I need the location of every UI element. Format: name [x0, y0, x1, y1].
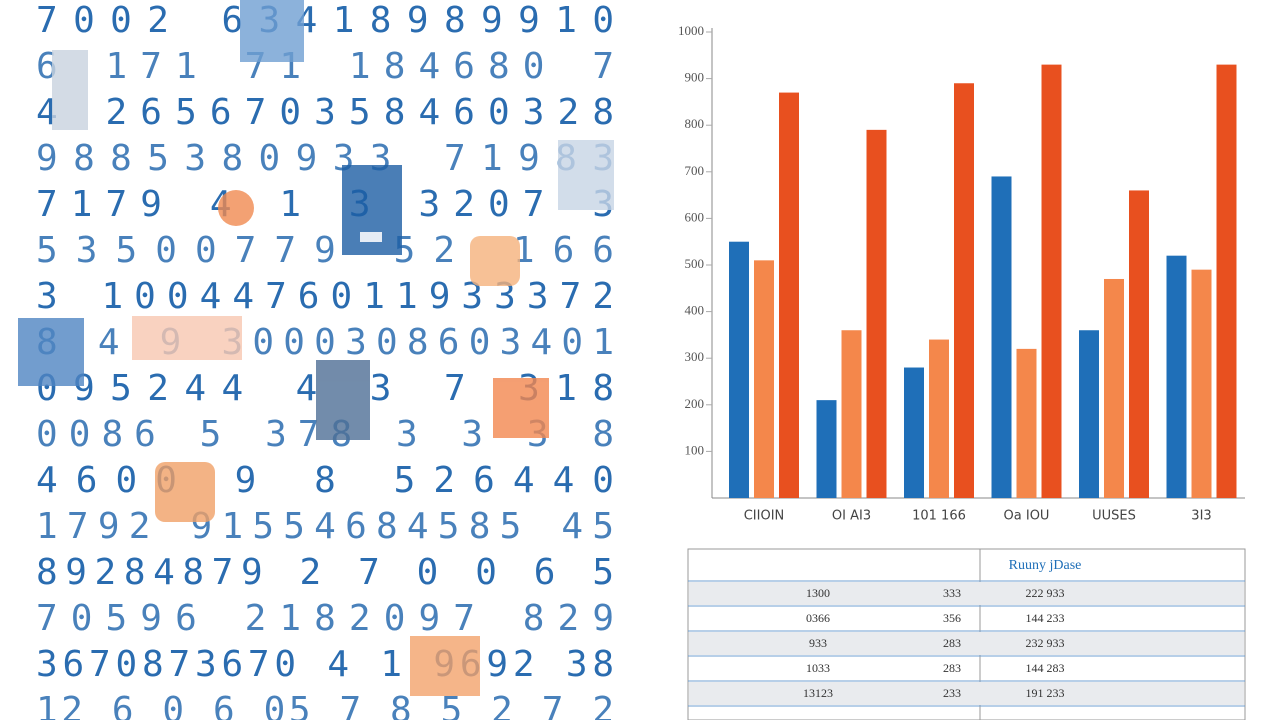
y-tick-label: 800 [685, 116, 705, 131]
bar [929, 339, 949, 498]
bar [1191, 269, 1212, 498]
icon [155, 462, 215, 522]
icon [360, 232, 382, 242]
bar [1104, 278, 1124, 498]
digit-row: 70596 2182097 829 [36, 598, 614, 639]
bar [779, 92, 799, 498]
bar [1216, 64, 1237, 499]
digit-row: 9885380933 71983 [36, 138, 614, 179]
table-cell: 232 933 [1026, 636, 1065, 650]
y-tick-label: 700 [685, 163, 705, 178]
y-tick-label: 500 [685, 256, 705, 271]
table-cell: 283 [943, 636, 961, 650]
table-cell: 144 283 [1026, 661, 1065, 675]
row-band [689, 682, 1244, 705]
bar [904, 367, 924, 498]
table-cell: 333 [943, 586, 961, 600]
digit-row: 3670873670 4 1 9692 38 [36, 644, 614, 685]
x-tick-label: 101 166 [912, 509, 966, 524]
bar [991, 176, 1012, 498]
bar [866, 129, 887, 499]
digit-row: 3 1004476011933372 [36, 276, 614, 317]
y-tick-label: 1000 [678, 23, 704, 38]
x-tick-label: Oa IOU [1004, 509, 1050, 524]
bar [816, 400, 837, 498]
header-cell: Ruuny jDase [1009, 558, 1082, 573]
table-cell: 144 233 [1026, 611, 1065, 625]
table-cell: 233 [943, 686, 961, 700]
bar [1041, 64, 1062, 499]
y-tick-label: 200 [685, 396, 705, 411]
bar [1129, 190, 1149, 498]
icon [470, 236, 520, 286]
x-tick-label: CIIOIN [744, 509, 785, 524]
digit-row: 8 4 9 3000308603401 [36, 322, 614, 363]
digit-row: 1792 91554684585 45 [36, 506, 614, 547]
bar [1079, 330, 1099, 498]
y-tick-label: 100 [685, 442, 705, 457]
table-cell: 13123 [803, 686, 833, 700]
digit-row: 6 171 71 184680 7 [36, 46, 614, 87]
bar-chart: 100 200 300 400 500 600 700 800 900 1000 CIIOIN OI … [678, 23, 1245, 524]
table-cell: 283 [943, 661, 961, 675]
row-band [689, 632, 1244, 655]
bar [841, 330, 862, 498]
digit-row: 4600 9 8 526440 [36, 460, 614, 501]
icon [240, 0, 304, 62]
x-tick-label: UUSES [1092, 509, 1136, 524]
icon [558, 140, 614, 210]
icon [18, 318, 84, 386]
icon [410, 636, 480, 696]
row-band [689, 582, 1244, 605]
table-cell: 1033 [806, 661, 830, 675]
digit-row: 89284879 2 7 0 0 6 5 [36, 552, 614, 593]
table-cell: 222 933 [1026, 586, 1065, 600]
y-tick-label: 600 [685, 209, 705, 224]
digit-row: 12 6 0 6 05 7 8 5 2 7 2 [36, 690, 614, 720]
digit-row: 53500779 52 166 [36, 230, 614, 271]
table-cell: 356 [943, 611, 961, 625]
icon [316, 360, 370, 440]
y-tick-label: 900 [685, 70, 705, 85]
digit-row: 4 265670358460328 [36, 92, 614, 133]
bar [1166, 255, 1187, 498]
table-cell: 0366 [806, 611, 830, 625]
bar [754, 260, 774, 498]
digit-row: 7179 4 1 3 3207 3 [36, 184, 614, 225]
digit-row: 7002 63418989910 [36, 0, 614, 41]
icon [218, 190, 254, 226]
table-cell: 1300 [806, 586, 830, 600]
icon [132, 316, 242, 360]
y-tick-label: 400 [685, 303, 705, 318]
table-cell: 933 [809, 636, 827, 650]
table-cell: 191 233 [1026, 686, 1065, 700]
x-tick-label: 3I3 [1191, 509, 1211, 524]
wall-icons [18, 0, 614, 696]
bar [1016, 348, 1037, 498]
icon [493, 378, 549, 438]
x-tick-label: OI AI3 [832, 509, 871, 524]
icon [52, 50, 88, 130]
bar [729, 241, 749, 498]
y-tick-label: 300 [685, 349, 705, 364]
table: Ruuny jDase 1300 333 222 933 0366 356 144 233 9… [687, 548, 1246, 720]
bar [954, 83, 974, 498]
